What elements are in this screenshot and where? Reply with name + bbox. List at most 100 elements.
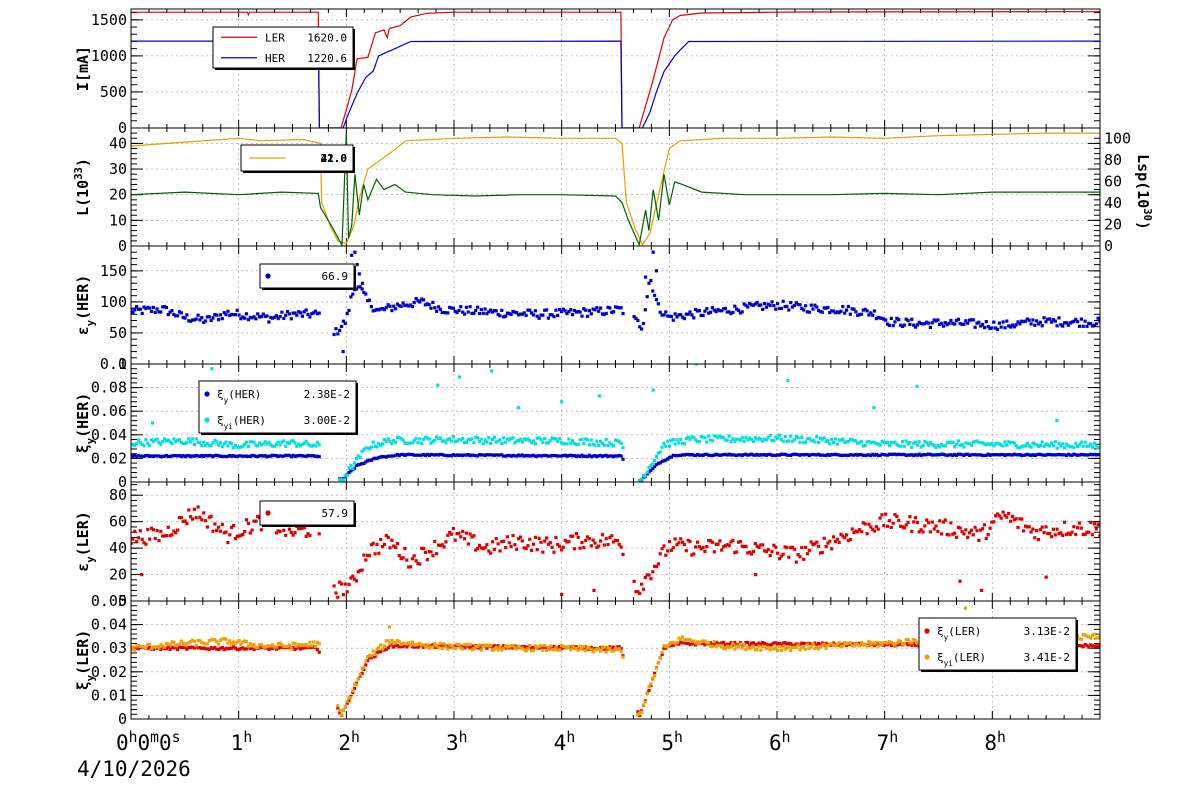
data-point [487, 643, 491, 647]
data-point [496, 644, 500, 648]
data-point [500, 453, 504, 457]
data-point [1027, 525, 1031, 529]
data-point [925, 453, 929, 457]
data-point [792, 643, 796, 647]
data-point [925, 518, 929, 522]
data-point [531, 313, 536, 317]
data-point [207, 515, 211, 519]
data-point [571, 534, 575, 538]
legend-label: ξy(LER) [937, 625, 981, 642]
data-point [576, 454, 580, 458]
data-point [740, 436, 744, 440]
data-point [1092, 452, 1096, 457]
data-point [863, 642, 867, 646]
data-point [146, 647, 150, 651]
data-point [379, 455, 383, 459]
data-point [1055, 527, 1059, 531]
data-point [722, 436, 726, 440]
data-point [176, 528, 180, 532]
data-point [377, 646, 381, 650]
data-point [135, 442, 139, 446]
data-point [1038, 320, 1042, 324]
data-point [811, 543, 815, 547]
data-point [753, 302, 757, 306]
data-point [679, 537, 683, 541]
data-point [317, 455, 321, 459]
data-point [902, 452, 906, 457]
data-point [285, 310, 290, 314]
data-point [479, 644, 483, 648]
data-point [772, 304, 776, 308]
data-point [347, 699, 351, 703]
data-point [194, 317, 198, 321]
data-point [131, 311, 135, 315]
data-point [835, 643, 839, 647]
data-point [1094, 453, 1098, 457]
data-point [360, 568, 364, 572]
data-point [192, 646, 196, 650]
data-point [256, 312, 260, 316]
data-point [934, 524, 938, 528]
data-point [196, 313, 200, 317]
data-point [571, 644, 575, 648]
data-point [809, 540, 813, 544]
data-point [979, 528, 983, 532]
data-point [170, 645, 174, 649]
data-point [431, 643, 435, 647]
data-point [1066, 444, 1070, 448]
data-point [776, 302, 780, 306]
data-point [701, 453, 705, 457]
data-point [399, 642, 403, 646]
data-point [802, 440, 806, 444]
data-point [1087, 453, 1091, 457]
data-point [410, 452, 414, 457]
data-point [1014, 517, 1018, 521]
data-point [399, 644, 403, 649]
data-point [347, 466, 351, 470]
outlier-point [387, 625, 391, 629]
data-point [1022, 320, 1026, 324]
data-point [395, 639, 400, 643]
data-point [764, 305, 768, 309]
data-point [569, 645, 573, 649]
data-point [697, 545, 701, 549]
data-point [526, 308, 530, 312]
data-point [612, 649, 616, 653]
data-point [177, 454, 181, 458]
data-point [1025, 525, 1029, 529]
data-point [386, 646, 390, 650]
y-tick-label: 50 [109, 324, 127, 342]
data-point [736, 453, 741, 457]
data-point [198, 441, 202, 445]
data-point [928, 440, 932, 445]
data-point [643, 308, 647, 312]
data-point [299, 527, 303, 531]
data-point [405, 642, 409, 646]
data-point [1018, 517, 1022, 521]
data-point [159, 310, 163, 314]
data-point [162, 454, 167, 458]
data-point [479, 648, 483, 652]
data-point [718, 643, 722, 647]
data-point [751, 439, 755, 443]
data-point [375, 456, 379, 461]
data-point [224, 637, 228, 641]
data-point [364, 446, 368, 450]
data-point [766, 548, 770, 552]
data-point [207, 639, 211, 643]
data-point [807, 436, 811, 441]
data-point [367, 653, 372, 657]
data-point [543, 644, 547, 648]
data-point [908, 515, 912, 519]
data-point [451, 526, 455, 531]
data-point [880, 513, 884, 517]
data-point [943, 518, 947, 522]
series-points-1 [131, 505, 1100, 599]
data-point [226, 309, 230, 313]
data-point [306, 442, 310, 446]
data-point [720, 548, 724, 552]
data-point [807, 646, 811, 650]
data-point [735, 437, 739, 441]
data-point [390, 309, 394, 313]
